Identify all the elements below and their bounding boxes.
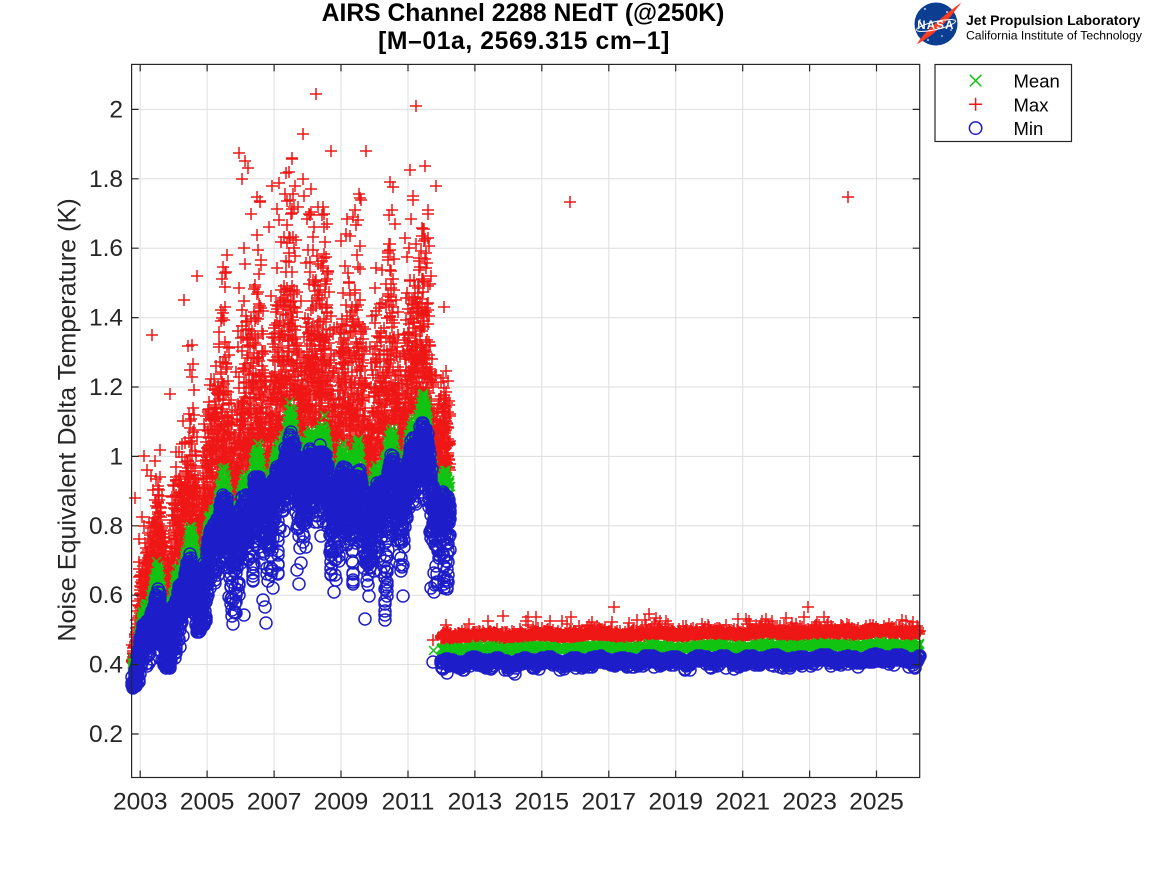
svg-text:1.4: 1.4 xyxy=(89,305,123,332)
svg-text:1: 1 xyxy=(109,443,123,470)
svg-text:2021: 2021 xyxy=(715,789,770,816)
svg-text:2007: 2007 xyxy=(247,789,302,816)
svg-text:2019: 2019 xyxy=(648,789,703,816)
svg-text:0.4: 0.4 xyxy=(89,652,123,679)
svg-text:2003: 2003 xyxy=(113,789,168,816)
svg-text:Mean: Mean xyxy=(1014,71,1060,92)
svg-text:0.2: 0.2 xyxy=(89,721,123,748)
svg-text:Min: Min xyxy=(1014,118,1044,139)
svg-text:2015: 2015 xyxy=(515,789,570,816)
svg-text:AIRS Channel 2288 NEdT (@250K): AIRS Channel 2288 NEdT (@250K) xyxy=(322,0,725,27)
svg-text:[M–01a, 2569.315 cm–1]: [M–01a, 2569.315 cm–1] xyxy=(378,28,670,55)
svg-text:2025: 2025 xyxy=(849,789,904,816)
svg-text:California Institute of Techno: California Institute of Technology xyxy=(966,29,1143,43)
svg-text:2011: 2011 xyxy=(382,789,435,816)
svg-text:0.8: 0.8 xyxy=(89,513,123,540)
svg-text:Max: Max xyxy=(1014,94,1050,115)
svg-text:1.2: 1.2 xyxy=(89,374,123,401)
svg-text:2: 2 xyxy=(109,96,123,123)
svg-text:2009: 2009 xyxy=(314,789,369,816)
svg-text:NASA: NASA xyxy=(917,20,954,32)
svg-text:Noise Equivalent Delta Tempera: Noise Equivalent Delta Temperature (K) xyxy=(54,198,82,641)
svg-text:0.6: 0.6 xyxy=(89,582,123,609)
svg-text:Jet Propulsion Laboratory: Jet Propulsion Laboratory xyxy=(966,12,1140,28)
svg-text:1.6: 1.6 xyxy=(89,235,123,262)
svg-text:2005: 2005 xyxy=(180,789,235,816)
svg-text:2013: 2013 xyxy=(448,789,503,816)
svg-text:2023: 2023 xyxy=(782,789,837,816)
svg-text:1.8: 1.8 xyxy=(89,166,123,193)
svg-text:2017: 2017 xyxy=(582,789,637,816)
